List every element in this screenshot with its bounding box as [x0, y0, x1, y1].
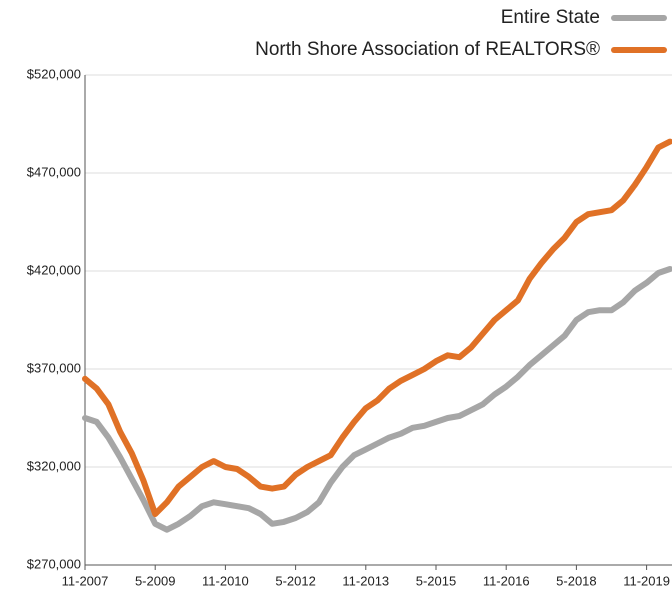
y-tick-label: $320,000: [27, 458, 81, 473]
x-tick-label: 5-2018: [556, 573, 596, 588]
y-tick-label: $270,000: [27, 556, 81, 571]
y-tick-label: $370,000: [27, 360, 81, 375]
x-tick-label: 11-2019: [623, 573, 670, 588]
y-tick-label: $420,000: [27, 262, 81, 277]
x-tick-label: 11-2013: [342, 573, 389, 588]
x-tick-label: 11-2007: [62, 573, 109, 588]
x-tick-label: 5-2009: [135, 573, 175, 588]
line-series: [82, 266, 672, 533]
line-series: [82, 138, 672, 517]
y-tick-label: $470,000: [27, 164, 81, 179]
x-tick-label: 11-2010: [202, 573, 249, 588]
x-tick-label: 5-2015: [416, 573, 456, 588]
x-tick-label: 5-2012: [275, 573, 315, 588]
x-tick-label: 11-2016: [483, 573, 530, 588]
legend-label: Entire State: [501, 7, 600, 28]
legend-label: North Shore Association of REALTORS®: [255, 39, 600, 60]
y-tick-label: $520,000: [27, 66, 81, 81]
